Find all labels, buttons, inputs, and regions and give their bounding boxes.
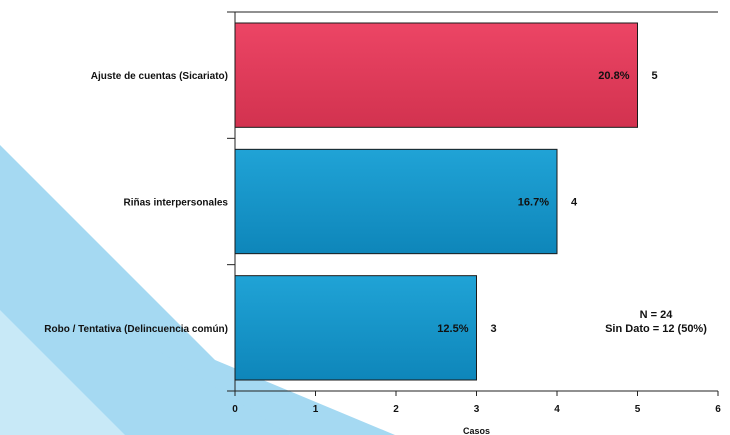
annotation-n: N = 24 [640, 309, 674, 321]
x-tick-label: 1 [313, 404, 319, 415]
x-tick-label: 2 [393, 404, 399, 415]
plot-area: 0 1 2 3 4 5 6 20.8% 5 Ajuste de cuentas (Sicariat… [44, 11, 721, 435]
x-tick-label: 4 [554, 404, 560, 415]
x-tick-label: 3 [474, 404, 480, 415]
x-tick-label: 0 [232, 404, 238, 415]
annotation-sin-dato: Sin Dato = 12 (50%) [605, 323, 707, 335]
background-stripe-light [0, 310, 125, 435]
bar-value-label: 3 [491, 323, 497, 335]
x-axis-title: Casos [463, 426, 490, 435]
x-tick-label: 5 [635, 404, 641, 415]
category-label: Riñas interpersonales [124, 198, 229, 209]
bar-value-label: 4 [571, 197, 578, 209]
bar [234, 148, 558, 255]
bar-percent-label: 12.5% [437, 323, 468, 335]
category-label: Robo / Tentativa (Delincuencia común) [44, 324, 228, 335]
bar-value-label: 5 [652, 70, 658, 82]
bar-percent-label: 20.8% [598, 70, 629, 82]
category-label: Ajuste de cuentas (Sicariato) [91, 71, 228, 82]
bar [234, 275, 477, 381]
bar-percent-label: 16.7% [518, 197, 549, 209]
x-tick-label: 6 [715, 404, 721, 415]
bar [234, 22, 638, 128]
